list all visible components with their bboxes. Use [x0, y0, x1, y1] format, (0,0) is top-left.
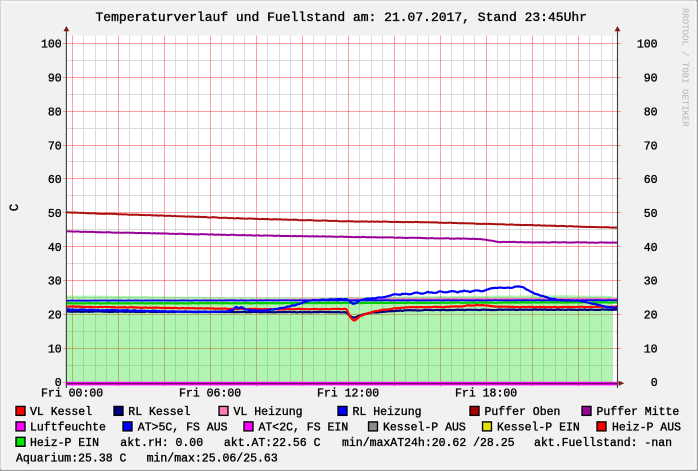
- svg-text:70: 70: [48, 140, 62, 153]
- svg-text:Fri 06:00: Fri 06:00: [179, 387, 241, 400]
- svg-text:100: 100: [41, 39, 62, 52]
- svg-text:Luftfeuchte: Luftfeuchte: [30, 422, 106, 435]
- svg-text:min/max:25.06/25.63: min/max:25.06/25.63: [147, 453, 278, 466]
- svg-text:VL Heizung: VL Heizung: [234, 406, 303, 419]
- svg-text:C: C: [8, 204, 22, 212]
- svg-text:RL Heizung: RL Heizung: [353, 406, 422, 419]
- svg-text:Kessel-P EIN: Kessel-P EIN: [497, 422, 580, 435]
- svg-text:akt.rH: 0.00: akt.rH: 0.00: [120, 437, 203, 450]
- svg-text:30: 30: [48, 276, 62, 289]
- svg-text:90: 90: [644, 73, 658, 86]
- svg-text:20: 20: [48, 310, 62, 323]
- svg-text:Puffer Mitte: Puffer Mitte: [597, 406, 680, 419]
- svg-text:40: 40: [644, 242, 658, 255]
- svg-text:100: 100: [637, 39, 658, 52]
- svg-text:RRDTOOL / TOBI OETIKER: RRDTOOL / TOBI OETIKER: [680, 8, 690, 127]
- svg-text:akt.AT:22.56 C: akt.AT:22.56 C: [224, 437, 321, 450]
- svg-text:Kessel-P AUS: Kessel-P AUS: [383, 422, 466, 435]
- svg-text:90: 90: [48, 73, 62, 86]
- svg-text:80: 80: [48, 106, 62, 119]
- svg-text:min/maxAT24h:20.62 /28.25: min/maxAT24h:20.62 /28.25: [342, 437, 515, 450]
- svg-text:Fri 12:00: Fri 12:00: [317, 387, 379, 400]
- svg-text:RL Kessel: RL Kessel: [128, 406, 190, 419]
- svg-text:Fri 18:00: Fri 18:00: [455, 387, 517, 400]
- svg-text:50: 50: [644, 208, 658, 221]
- svg-text:0: 0: [651, 377, 658, 390]
- svg-text:AT<2C, FS EIN: AT<2C, FS EIN: [259, 422, 349, 435]
- svg-text:10: 10: [644, 343, 658, 356]
- svg-text:akt.Fuellstand: -nan: akt.Fuellstand: -nan: [534, 437, 672, 450]
- svg-text:70: 70: [644, 140, 658, 153]
- svg-text:30: 30: [644, 276, 658, 289]
- svg-text:60: 60: [644, 174, 658, 187]
- svg-text:40: 40: [48, 242, 62, 255]
- svg-text:VL Kessel: VL Kessel: [30, 406, 92, 419]
- svg-text:AT>5C, FS AUS: AT>5C, FS AUS: [138, 422, 228, 435]
- svg-text:80: 80: [644, 106, 658, 119]
- svg-text:Temperaturverlauf und Fuellsta: Temperaturverlauf und Fuellstand am: 21.…: [96, 10, 587, 25]
- svg-text:10: 10: [48, 343, 62, 356]
- svg-text:Puffer Oben: Puffer Oben: [485, 406, 561, 419]
- svg-text:20: 20: [644, 310, 658, 323]
- svg-text:Aquarium:25.38 C: Aquarium:25.38 C: [16, 453, 127, 466]
- svg-text:50: 50: [48, 208, 62, 221]
- svg-text:60: 60: [48, 174, 62, 187]
- svg-text:Heiz-P EIN: Heiz-P EIN: [30, 437, 99, 450]
- svg-text:Heiz-P AUS: Heiz-P AUS: [612, 422, 681, 435]
- svg-text:Fri 00:00: Fri 00:00: [41, 387, 103, 400]
- svg-text:0: 0: [55, 377, 62, 390]
